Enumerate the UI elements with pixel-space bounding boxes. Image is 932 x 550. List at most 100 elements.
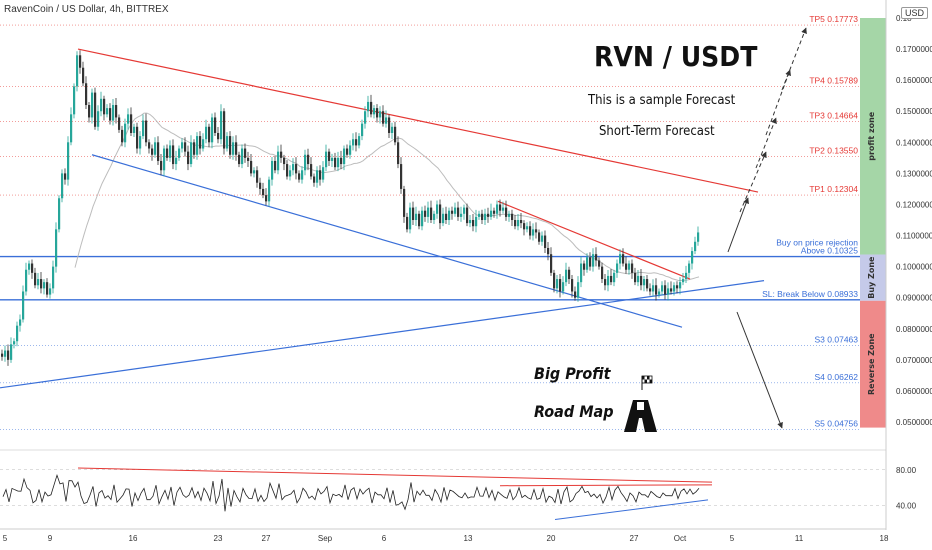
forecast-arrows xyxy=(727,27,807,429)
candle-body xyxy=(454,207,457,214)
candle-body xyxy=(667,288,670,295)
time-tick-label: 6 xyxy=(382,534,387,543)
candle-body xyxy=(139,136,142,149)
candle-body xyxy=(358,136,361,146)
time-tick-label: 5 xyxy=(3,534,8,543)
candle-body xyxy=(91,92,94,118)
long-support-line xyxy=(0,280,765,389)
candle-body xyxy=(418,213,421,227)
candle-body xyxy=(394,126,397,143)
time-tick-label: 16 xyxy=(129,534,138,543)
candle-body xyxy=(388,117,391,133)
candle-body xyxy=(115,105,118,118)
candle-body xyxy=(247,157,250,161)
candle-body xyxy=(292,164,295,171)
upper-resistance-line xyxy=(77,48,759,193)
level-label: TP5 0.17773 xyxy=(809,14,858,24)
candle-body xyxy=(268,179,271,202)
candle-body xyxy=(337,157,340,168)
candle-body xyxy=(652,285,655,292)
candle-body xyxy=(40,279,43,289)
candle-body xyxy=(352,139,355,146)
candle-body xyxy=(592,254,595,267)
level-label: S5 0.04756 xyxy=(815,419,859,429)
candle-body xyxy=(610,275,613,283)
candle-body xyxy=(220,111,223,140)
candle-body xyxy=(403,188,406,217)
candle-body xyxy=(253,170,256,174)
candle-body xyxy=(343,148,346,165)
candle-body xyxy=(391,126,394,133)
level-label: Above 0.10325 xyxy=(801,246,858,256)
candle-body xyxy=(529,226,532,236)
reverse-zone-bar xyxy=(860,300,886,428)
candle-body xyxy=(250,160,253,174)
candle-body xyxy=(334,157,337,168)
zone-bars: profit zone Buy Zone Reverse Zone xyxy=(860,18,886,428)
candle-body xyxy=(97,111,100,127)
big-profit-label: Big Profit xyxy=(534,364,611,383)
candle-body xyxy=(400,164,403,189)
candle-body xyxy=(151,148,154,155)
candle-body xyxy=(154,142,157,155)
candle-body xyxy=(61,173,64,199)
candle-body xyxy=(340,157,343,165)
heading: RVN / USDT xyxy=(594,40,758,73)
time-tick-label: 20 xyxy=(547,534,556,543)
candle-body xyxy=(622,254,625,264)
candle-body xyxy=(484,213,487,221)
candle-body xyxy=(415,213,418,221)
level-label: SL: Break Below 0.08933 xyxy=(762,289,858,299)
currency-badge[interactable]: USD xyxy=(901,7,929,19)
price-tick-label: 0.05000000 xyxy=(896,418,932,427)
candle-body xyxy=(178,148,181,158)
candle-body xyxy=(130,114,133,133)
candle-body xyxy=(223,111,226,149)
forecast-line1: This is a sample Forecast xyxy=(588,93,736,108)
candle-body xyxy=(217,132,220,140)
reverse-zone-label: Reverse Zone xyxy=(867,333,876,395)
candle-body xyxy=(211,117,214,143)
candle-body xyxy=(619,254,622,264)
candle-body xyxy=(157,142,160,161)
level-labels: TP5 0.17773 TP4 0.15789 TP3 0.14664 TP2 0.1… xyxy=(762,14,858,429)
candle-body xyxy=(625,263,628,270)
candle-body xyxy=(325,151,328,168)
candle-body xyxy=(259,182,262,189)
road-map-label: Road Map xyxy=(534,402,614,421)
candle-body xyxy=(271,160,274,180)
candle-body xyxy=(538,232,541,242)
candle-body xyxy=(649,288,652,292)
candle-body xyxy=(580,263,583,283)
candle-body xyxy=(664,285,667,295)
candle-body xyxy=(319,170,322,180)
candle-body xyxy=(520,220,523,224)
candle-body xyxy=(70,114,73,143)
candle-body xyxy=(409,207,412,230)
candle-body xyxy=(568,269,571,280)
time-tick-label: 23 xyxy=(214,534,223,543)
time-tick-label: 27 xyxy=(262,534,271,543)
candle-body xyxy=(427,207,430,217)
candles xyxy=(1,50,700,366)
candle-body xyxy=(25,269,28,292)
osc-tick-label: 80.00 xyxy=(896,466,917,475)
candle-body xyxy=(232,142,235,155)
candle-body xyxy=(31,263,34,273)
candle-body xyxy=(586,257,589,270)
candle-body xyxy=(505,207,508,217)
candle-body xyxy=(94,92,97,127)
candle-body xyxy=(106,108,109,115)
candle-body xyxy=(517,220,520,227)
candle-body xyxy=(436,204,439,214)
buy-zone-label: Buy Zone xyxy=(867,256,876,299)
candle-body xyxy=(85,83,88,106)
level-label: TP3 0.14664 xyxy=(809,111,858,121)
candle-body xyxy=(298,173,301,180)
